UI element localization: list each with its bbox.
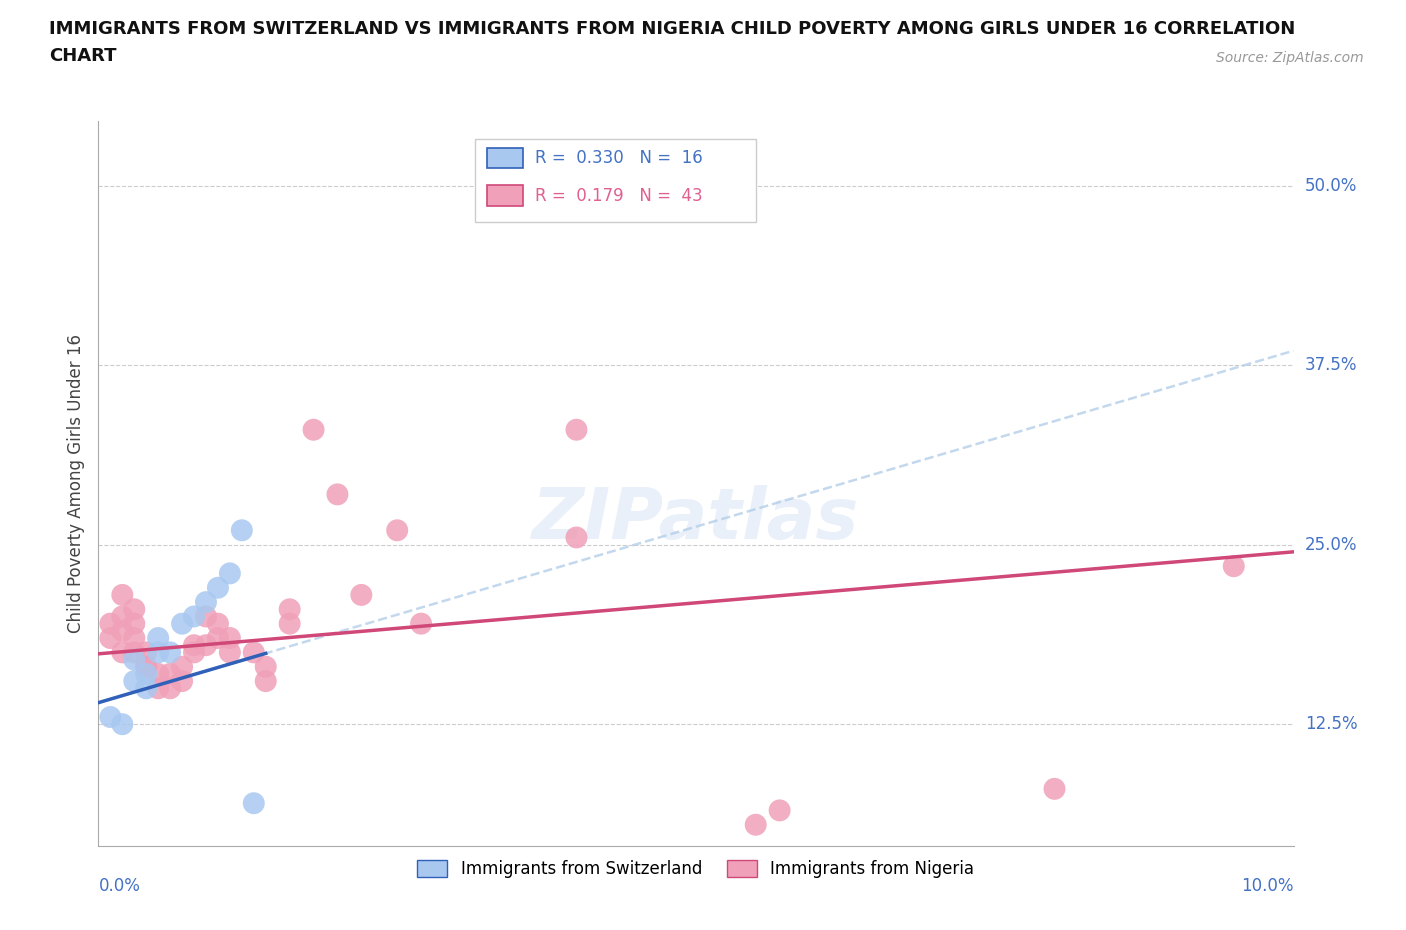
Point <box>302 422 325 437</box>
Point <box>385 523 409 538</box>
Point <box>254 673 277 688</box>
Point <box>172 659 194 674</box>
Point <box>183 638 205 653</box>
Point <box>195 594 218 609</box>
Point <box>231 523 253 538</box>
Point <box>111 623 134 638</box>
Point <box>172 673 194 688</box>
Text: R =  0.330   N =  16: R = 0.330 N = 16 <box>534 149 703 166</box>
Point <box>135 667 157 682</box>
Point <box>159 667 181 682</box>
FancyBboxPatch shape <box>486 148 523 168</box>
Point <box>195 638 218 653</box>
Text: 10.0%: 10.0% <box>1241 877 1294 895</box>
Text: ZIPatlas: ZIPatlas <box>533 485 859 554</box>
Point <box>135 681 157 696</box>
Point <box>124 617 146 631</box>
Point <box>326 487 349 502</box>
Point <box>243 644 266 659</box>
Point <box>183 644 205 659</box>
Text: IMMIGRANTS FROM SWITZERLAND VS IMMIGRANTS FROM NIGERIA CHILD POVERTY AMONG GIRLS: IMMIGRANTS FROM SWITZERLAND VS IMMIGRANT… <box>49 20 1295 65</box>
Point <box>98 631 122 645</box>
Text: 50.0%: 50.0% <box>1305 177 1357 194</box>
Point <box>124 602 146 617</box>
Point <box>1223 559 1246 574</box>
Text: Source: ZipAtlas.com: Source: ZipAtlas.com <box>1216 51 1364 65</box>
Point <box>172 617 194 631</box>
Point <box>219 566 242 581</box>
Point <box>159 644 181 659</box>
Y-axis label: Child Poverty Among Girls Under 16: Child Poverty Among Girls Under 16 <box>66 334 84 633</box>
Point <box>254 659 277 674</box>
Text: 37.5%: 37.5% <box>1305 356 1357 374</box>
Text: R =  0.179   N =  43: R = 0.179 N = 43 <box>534 187 702 205</box>
Point <box>243 796 266 811</box>
FancyBboxPatch shape <box>486 185 523 206</box>
Point <box>124 652 146 667</box>
Point <box>350 588 373 603</box>
Point <box>124 673 146 688</box>
Point <box>219 631 242 645</box>
Point <box>98 710 122 724</box>
Point <box>195 609 218 624</box>
Point <box>148 681 170 696</box>
Point <box>98 617 122 631</box>
Point <box>1043 781 1066 796</box>
Point <box>111 588 134 603</box>
Point <box>183 609 205 624</box>
Point <box>219 644 242 659</box>
Legend: Immigrants from Switzerland, Immigrants from Nigeria: Immigrants from Switzerland, Immigrants … <box>411 854 981 885</box>
Point <box>148 644 170 659</box>
FancyBboxPatch shape <box>475 139 756 222</box>
Text: 25.0%: 25.0% <box>1305 536 1357 553</box>
Point <box>278 617 301 631</box>
Point <box>148 631 170 645</box>
Point <box>207 617 229 631</box>
Point <box>148 667 170 682</box>
Point <box>135 659 157 674</box>
Point <box>745 817 768 832</box>
Point <box>135 659 157 674</box>
Point <box>565 422 588 437</box>
Text: 12.5%: 12.5% <box>1305 715 1357 733</box>
Point <box>207 580 229 595</box>
Point <box>111 644 134 659</box>
Point <box>207 631 229 645</box>
Point <box>159 681 181 696</box>
Point <box>769 803 792 817</box>
Point <box>411 617 433 631</box>
Point <box>111 717 134 732</box>
Point <box>124 631 146 645</box>
Point <box>135 644 157 659</box>
Point <box>278 602 301 617</box>
Point <box>565 530 588 545</box>
Point <box>111 609 134 624</box>
Text: 0.0%: 0.0% <box>98 877 141 895</box>
Point <box>124 644 146 659</box>
